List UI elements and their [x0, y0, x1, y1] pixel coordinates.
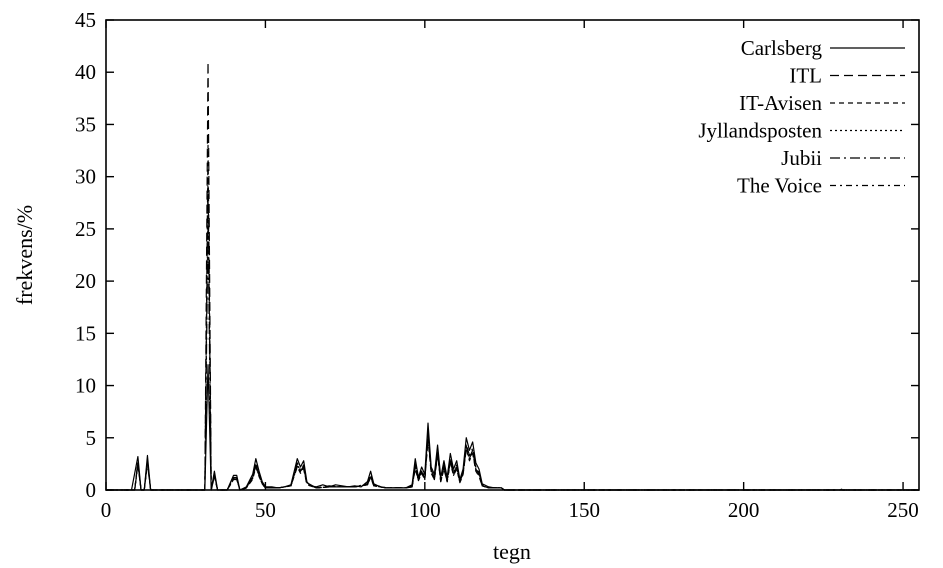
y-tick-label-9: 45	[75, 8, 96, 32]
legend-label-2: IT-Avisen	[739, 91, 822, 115]
y-tick-label-5: 25	[75, 217, 96, 241]
x-tick-label-0: 0	[101, 498, 112, 522]
y-tick-label-6: 30	[75, 165, 96, 189]
y-tick-label-7: 35	[75, 112, 96, 136]
y-axis-title: frekvens/%	[12, 205, 37, 305]
legend-label-0: Carlsberg	[741, 36, 823, 60]
x-tick-label-1: 50	[255, 498, 276, 522]
y-tick-label-0: 0	[86, 478, 97, 502]
x-tick-label-5: 250	[887, 498, 919, 522]
series-layer	[106, 61, 919, 491]
legend-label-1: ITL	[789, 64, 822, 88]
x-tick-label-2: 100	[409, 498, 441, 522]
legend-label-3: Jyllandsposten	[698, 119, 822, 143]
x-axis-title: tegn	[493, 539, 531, 564]
series-line-5	[106, 176, 919, 491]
legend-label-5: The Voice	[737, 174, 822, 198]
y-tick-label-4: 20	[75, 269, 96, 293]
y-tick-label-8: 40	[75, 60, 96, 84]
y-tick-label-2: 10	[75, 374, 96, 398]
x-tick-label-3: 150	[568, 498, 600, 522]
legend-label-4: Jubii	[781, 146, 822, 170]
ticks-layer: 0 50 100 150 200 250 0 5 10 15 20 25 30 35 40 45	[75, 8, 919, 522]
series-line-4	[106, 228, 919, 491]
plot-frame	[105, 19, 920, 491]
series-line-0	[106, 364, 919, 491]
y-tick-label-3: 15	[75, 321, 96, 345]
y-tick-label-1: 5	[86, 426, 97, 450]
x-tick-label-4: 200	[728, 498, 760, 522]
legend: Carlsberg ITL IT-Avisen Jyllandsposten Jubii…	[698, 36, 905, 198]
series-line-3	[106, 196, 919, 491]
